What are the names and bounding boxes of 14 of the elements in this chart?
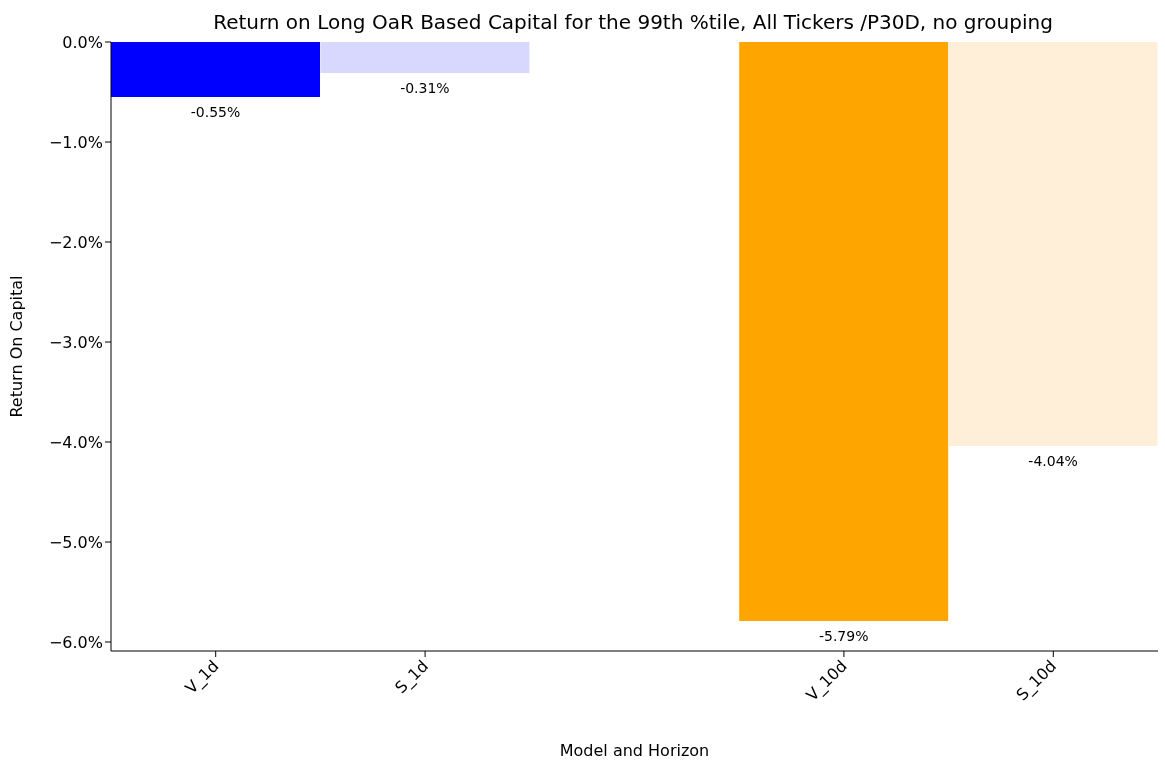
y-tick-label: −4.0%: [48, 432, 103, 452]
y-tick-label: −3.0%: [48, 332, 103, 352]
data-label: -4.04%: [1028, 453, 1078, 469]
y-tick-label: 0.0%: [62, 32, 103, 52]
y-axis-title: Return On Capital: [6, 275, 26, 418]
y-tick-label: −6.0%: [48, 632, 103, 652]
chart-title: Return on Long OaR Based Capital for the 99th %tile, All Tickers /P30D, no grouping: [212, 10, 1054, 34]
y-tick-label: −1.0%: [48, 132, 103, 152]
data-label: -0.55%: [190, 104, 241, 120]
y-tick-label: −5.0%: [48, 532, 103, 552]
data-label: -5.79%: [818, 628, 869, 644]
y-tick-label: −2.0%: [48, 232, 103, 252]
data-label: -0.31%: [400, 80, 450, 96]
x-axis-title: Model and Horizon: [559, 741, 710, 760]
